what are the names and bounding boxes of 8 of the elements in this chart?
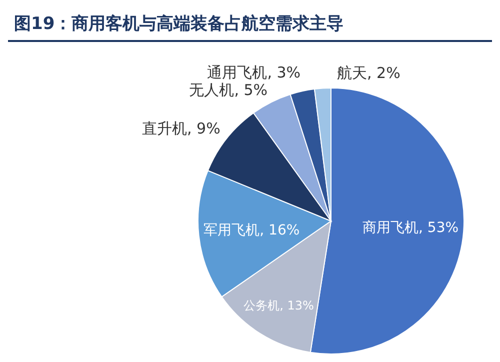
slice-label: 无人机, 5% (189, 81, 268, 100)
slice-label: 通用飞机, 3% (207, 63, 301, 82)
slice-label: 航天, 2% (337, 64, 400, 82)
slice-label: 军用飞机, 16% (204, 222, 300, 239)
slice-label: 商用飞机, 53% (362, 220, 459, 236)
slice-label: 公务机, 13% (244, 298, 314, 312)
slice-label: 直升机, 9% (142, 120, 220, 138)
chart-title: 图19：商用客机与高端装备占航空需求主导 (8, 8, 492, 42)
